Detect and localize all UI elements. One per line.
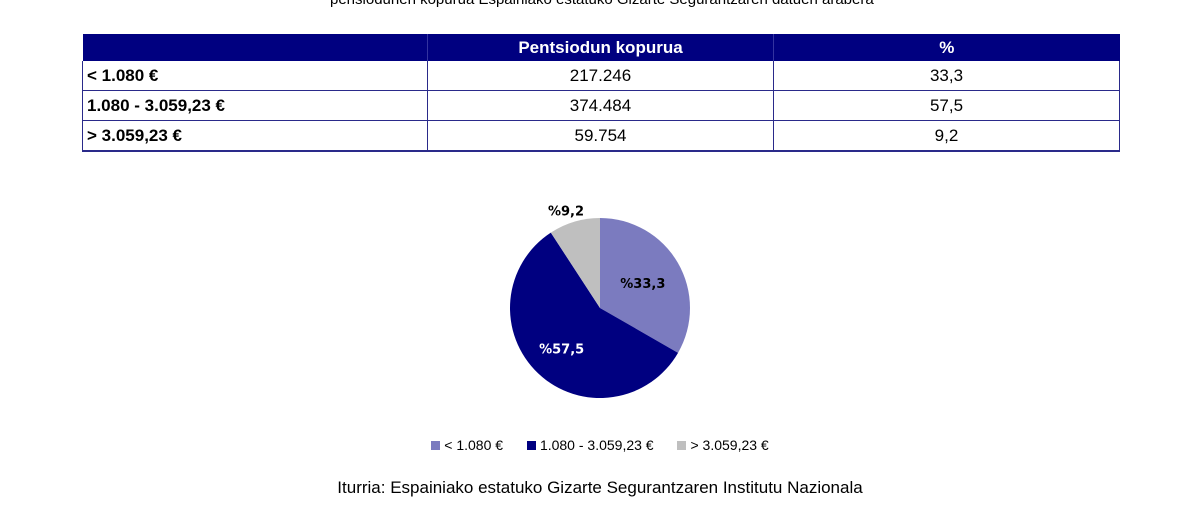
header-empty (82, 34, 428, 61)
table-row: 1.080 - 3.059,23 € 374.484 57,5 (82, 90, 1120, 121)
row-count: 217.246 (427, 61, 774, 91)
source-note: Iturria: Espainiako estatuko Gizarte Seg… (337, 478, 863, 497)
row-percent: 57,5 (773, 90, 1120, 121)
pie-label-mid: %57,5 (539, 343, 584, 358)
pie-label-low: %33,3 (620, 277, 665, 292)
row-count: 59.754 (427, 120, 774, 152)
legend-label-high: > 3.059,23 € (690, 437, 769, 453)
row-label: > 3.059,23 € (82, 120, 428, 152)
pie-slice-high (550, 218, 600, 308)
legend-item-high: > 3.059,23 € (677, 437, 769, 453)
pensioners-table: Pentsiodun kopurua % < 1.080 € 217.246 3… (82, 34, 1120, 152)
row-percent: 33,3 (773, 61, 1120, 91)
pie-chart: %33,3 %57,5 %9,2 (510, 205, 690, 398)
row-label: < 1.080 € (82, 61, 428, 91)
table-header-row: Pentsiodun kopurua % (82, 34, 1120, 61)
table-row: > 3.059,23 € 59.754 9,2 (82, 120, 1120, 152)
table-row: < 1.080 € 217.246 33,3 (82, 61, 1120, 91)
legend-item-low: < 1.080 € (431, 437, 503, 453)
legend-label-low: < 1.080 € (444, 437, 504, 453)
row-percent: 9,2 (773, 120, 1120, 152)
chart-legend: < 1.080 € 1.080 - 3.059,23 € > 3.059,23 … (0, 437, 1200, 453)
row-label: 1.080 - 3.059,23 € (82, 90, 428, 121)
pie-slice-low (600, 218, 690, 353)
row-count: 374.484 (427, 90, 774, 121)
pie-slice-mid (510, 232, 679, 398)
header-count: Pentsiodun kopurua (427, 34, 774, 61)
legend-label-mid: 1.080 - 3.059,23 € (539, 437, 654, 453)
pie-label-high: %9,2 (548, 205, 584, 220)
legend-swatch-high (677, 441, 687, 450)
cropped-caption: pensiodunen kopurua Espainiako estatuko … (330, 0, 874, 8)
legend-swatch-mid (526, 441, 536, 450)
header-percent: % (773, 34, 1120, 61)
legend-item-mid: 1.080 - 3.059,23 € (526, 437, 654, 453)
legend-swatch-low (431, 441, 441, 450)
